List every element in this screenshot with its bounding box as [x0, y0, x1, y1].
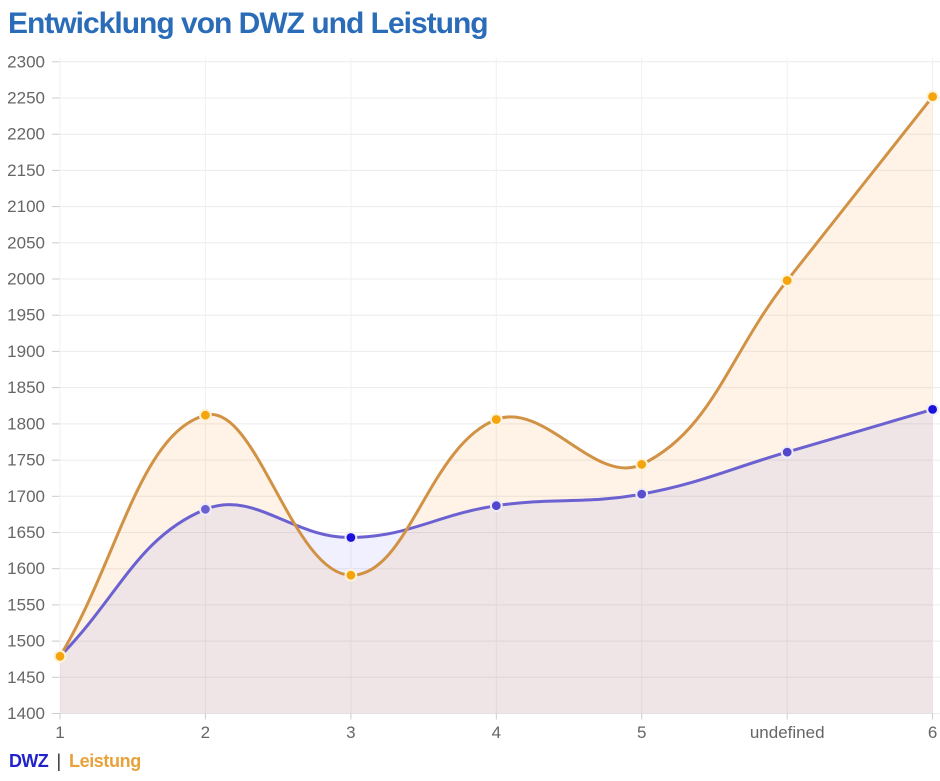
svg-text:1500: 1500 — [7, 632, 45, 651]
svg-text:2300: 2300 — [7, 52, 45, 71]
svg-text:DWZ: DWZ — [9, 751, 49, 771]
svg-text:1700: 1700 — [7, 487, 45, 506]
svg-text:1650: 1650 — [7, 523, 45, 542]
svg-text:1750: 1750 — [7, 451, 45, 470]
svg-text:1900: 1900 — [7, 342, 45, 361]
svg-text:3: 3 — [346, 723, 355, 742]
svg-text:1450: 1450 — [7, 668, 45, 687]
svg-text:Leistung: Leistung — [69, 751, 141, 771]
svg-text:2050: 2050 — [7, 233, 45, 252]
svg-text:6: 6 — [928, 723, 937, 742]
svg-text:1800: 1800 — [7, 414, 45, 433]
svg-text:|: | — [57, 751, 62, 771]
svg-text:1550: 1550 — [7, 595, 45, 614]
svg-text:2100: 2100 — [7, 197, 45, 216]
svg-text:undefined: undefined — [750, 723, 825, 742]
svg-text:Entwicklung von DWZ und Leistu: Entwicklung von DWZ und Leistung — [8, 7, 488, 40]
svg-text:2: 2 — [201, 723, 210, 742]
svg-text:4: 4 — [492, 723, 501, 742]
svg-text:1600: 1600 — [7, 559, 45, 578]
svg-text:1850: 1850 — [7, 378, 45, 397]
svg-text:2200: 2200 — [7, 125, 45, 144]
svg-text:2250: 2250 — [7, 89, 45, 108]
svg-text:1400: 1400 — [7, 704, 45, 723]
svg-text:1950: 1950 — [7, 306, 45, 325]
svg-text:2000: 2000 — [7, 270, 45, 289]
svg-text:5: 5 — [637, 723, 646, 742]
svg-text:1: 1 — [55, 723, 64, 742]
svg-text:2150: 2150 — [7, 161, 45, 180]
